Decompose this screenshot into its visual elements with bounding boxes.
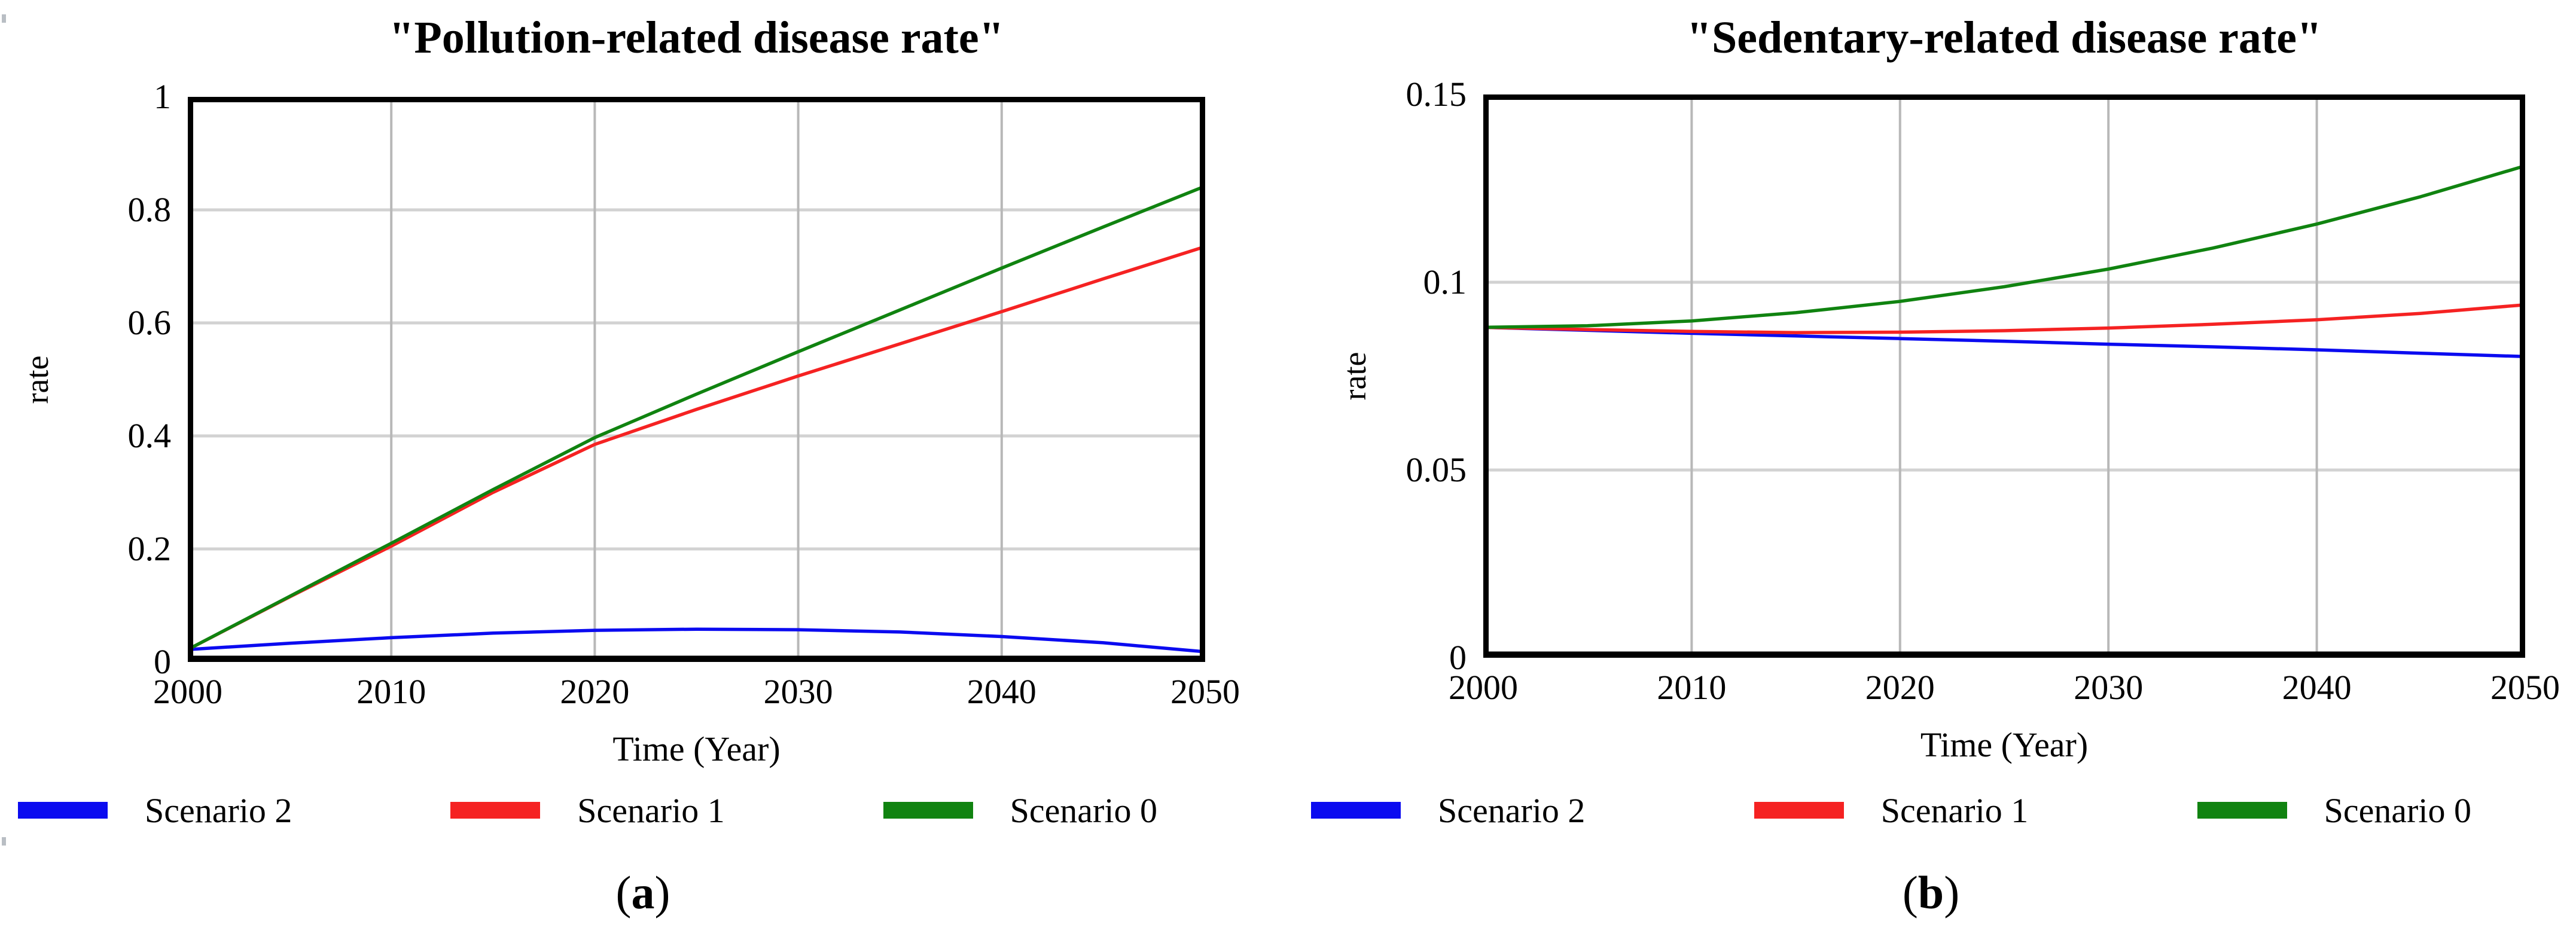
x-tick-label: 2030	[763, 672, 833, 711]
legend-color-swatch	[1311, 802, 1401, 819]
legend-label: Scenario 1	[577, 791, 725, 830]
y-tick-label: 0.8	[127, 190, 172, 229]
paren-close: )	[1944, 866, 1960, 918]
panel-label-a: (a)	[0, 866, 1286, 920]
y-tick-label: 0.05	[1406, 450, 1467, 489]
x-tick-label: 2050	[1170, 672, 1240, 711]
x-tick-label: 2010	[356, 672, 426, 711]
x-tick-label: 2030	[2074, 668, 2144, 707]
y-axis-label: rate	[1337, 352, 1373, 401]
legend-item-scenario-1: Scenario 1	[450, 791, 725, 831]
y-tick-label: 0.6	[127, 303, 172, 342]
paren-open: (	[1902, 866, 1918, 918]
plot-area-svg	[188, 97, 1205, 662]
x-axis-label: Time (Year)	[612, 730, 781, 768]
y-tick-label: 0.1	[1423, 263, 1467, 301]
panel-letter-text: b	[1917, 866, 1944, 918]
plot-area-svg	[1483, 94, 2525, 658]
scan-artifact	[2, 14, 6, 23]
x-tick-label: 2020	[560, 672, 630, 711]
y-axis-label: rate	[19, 355, 55, 404]
x-tick-label: 2050	[2490, 668, 2560, 707]
y-tick-label: 0.4	[127, 416, 172, 455]
x-tick-label: 2040	[967, 672, 1037, 711]
legend: Scenario 2 Scenario 1 Scenario 0	[18, 789, 1157, 831]
chart-title: "Pollution-related disease rate"	[389, 13, 1004, 63]
legend-label: Scenario 1	[1880, 791, 2029, 830]
legend-label: Scenario 0	[1010, 791, 1157, 830]
legend-label: Scenario 2	[145, 791, 292, 830]
series-line-scenario-1	[1483, 303, 2525, 334]
series-line-scenario-1	[188, 245, 1205, 651]
series-line-scenario-0	[1483, 164, 2525, 329]
y-tick-label: 1	[154, 77, 171, 116]
legend-item-scenario-0: Scenario 0	[2197, 791, 2471, 831]
panel-pollution-chart: "Pollution-related disease rate" rate Ti…	[0, 0, 1286, 943]
panel-label-b: (b)	[1286, 866, 2576, 920]
y-tick-label: 0	[1449, 638, 1467, 677]
series-line-scenario-2	[188, 627, 1205, 654]
legend-item-scenario-2: Scenario 2	[18, 791, 292, 831]
x-tick-label: 2010	[1657, 668, 1727, 707]
legend-item-scenario-0: Scenario 0	[883, 791, 1157, 831]
legend-item-scenario-1: Scenario 1	[1754, 791, 2028, 831]
chart-title: "Sedentary-related disease rate"	[1686, 13, 2322, 63]
x-tick-label: 2000	[153, 672, 222, 711]
legend-color-swatch	[2197, 802, 2287, 819]
series-line-scenario-0	[188, 184, 1205, 651]
y-tick-label: 0.15	[1406, 75, 1467, 114]
x-axis-label: Time (Year)	[1920, 725, 2089, 764]
y-tick-label: 0	[154, 642, 171, 681]
legend-label: Scenario 0	[2324, 791, 2471, 830]
y-tick-label: 0.2	[127, 529, 172, 568]
legend: Scenario 2 Scenario 1 Scenario 0	[1311, 789, 2471, 831]
legend-label: Scenario 2	[1438, 791, 1586, 830]
plot-frame	[1483, 94, 2525, 658]
legend-color-swatch	[18, 802, 108, 819]
legend-item-scenario-2: Scenario 2	[1311, 791, 1585, 831]
legend-color-swatch	[1754, 802, 1844, 819]
plot-frame	[188, 97, 1205, 662]
panel-sedentary-chart: "Sedentary-related disease rate" rate Ti…	[1286, 0, 2576, 943]
x-tick-label: 2000	[1449, 668, 1518, 707]
legend-color-swatch	[450, 802, 541, 819]
paren-close: )	[654, 866, 670, 918]
paren-open: (	[615, 866, 632, 918]
x-tick-label: 2040	[2282, 668, 2352, 707]
x-tick-label: 2020	[1865, 668, 1935, 707]
legend-color-swatch	[883, 802, 973, 819]
scan-artifact	[2, 837, 6, 846]
panel-letter-text: a	[631, 866, 655, 918]
